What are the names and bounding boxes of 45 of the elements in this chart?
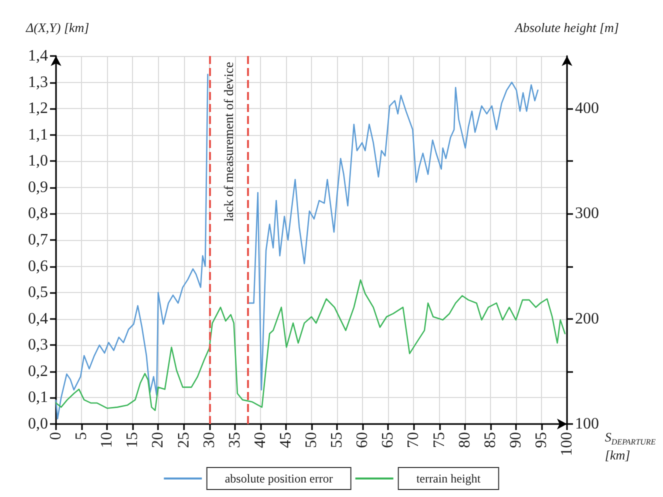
y-tick-label: 0,1 [28, 389, 48, 406]
x-tick-label: 90 [507, 432, 524, 448]
y-tick-label: 0,0 [28, 416, 48, 432]
y2-tick-label: 300 [575, 205, 599, 222]
x-tick-label: 60 [354, 432, 372, 448]
x-tick-label: 45 [277, 432, 294, 448]
x-tick-label: 100 [558, 432, 576, 456]
x-tick-label: 70 [405, 432, 422, 448]
x-tick-label: 0 [48, 432, 64, 440]
x-tick-label: 95 [532, 432, 550, 448]
x-tick-label: 15 [124, 432, 142, 448]
y-tick-label: 0,9 [28, 178, 48, 196]
y-tick-label: 0,2 [28, 362, 48, 380]
x-tick-label: 75 [430, 432, 448, 448]
y-tick-label: 0,6 [28, 258, 48, 275]
x-tick-label: 5 [73, 432, 90, 440]
x-tick-label: 25 [175, 432, 192, 448]
x-tick-label: 80 [456, 432, 474, 448]
y-tick-label: 1,4 [28, 48, 48, 64]
x-tick-label: 85 [482, 432, 499, 448]
y-tick-label: 1,2 [28, 100, 48, 118]
y-tick-label: 1,0 [28, 152, 48, 170]
y-tick-label: 0,8 [28, 205, 48, 222]
y-tick-label: 1,3 [28, 74, 48, 91]
x-tick-label: 40 [252, 432, 269, 448]
y-tick-label: 1,1 [28, 126, 48, 144]
y-tick-label: 0,7 [28, 232, 48, 248]
y-axis-title: Δ(X,Y) [km] [25, 20, 90, 35]
y-tick-label: 0,4 [28, 310, 48, 328]
y2-tick-label: 200 [575, 310, 599, 328]
y2-axis-title: Absolute height [m] [514, 20, 619, 35]
y2-tick-label: 400 [575, 100, 599, 118]
x-tick-label: 30 [200, 432, 218, 448]
x-tick-label: 10 [98, 432, 116, 448]
x-tick-label: 50 [303, 432, 320, 448]
x-tick-label: 65 [380, 432, 397, 448]
x-tick-label: 55 [328, 432, 346, 448]
legend-label: absolute position error [224, 472, 333, 486]
line-series [55, 279, 566, 411]
x-tick-label: 35 [226, 432, 244, 448]
y-tick-label: 0,3 [28, 336, 48, 354]
legend-label: terrain height [416, 472, 482, 486]
annotation: lack of measurement of device [220, 62, 236, 222]
x-tick-label: 20 [150, 432, 167, 448]
y-tick-label: 0,5 [28, 284, 48, 302]
